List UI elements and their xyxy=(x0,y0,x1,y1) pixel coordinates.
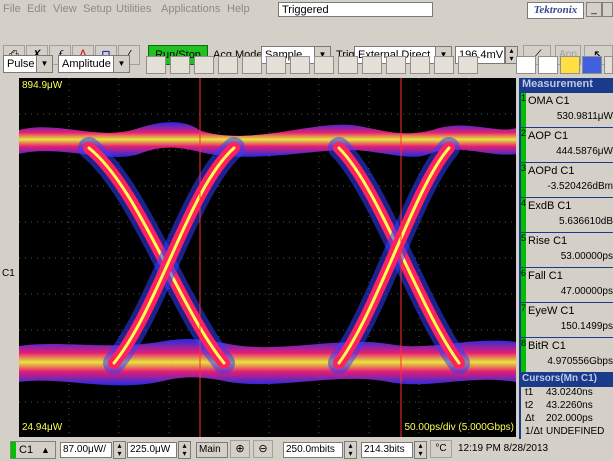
arrow-up-icon: ▲ xyxy=(41,445,50,455)
temperature-icon: °C xyxy=(430,440,452,458)
chevron-down-icon: ▼ xyxy=(113,56,129,72)
measure-undershoot-icon[interactable] xyxy=(410,56,430,74)
measure-fall-icon[interactable] xyxy=(362,56,382,74)
zoom-out-icon[interactable]: ⊖ xyxy=(253,440,273,458)
right-crossing xyxy=(328,137,470,374)
pulse-select[interactable]: Pulse ▼ xyxy=(3,55,53,73)
measurement-item[interactable]: 1 OMA C1 530.9811μW xyxy=(521,93,613,127)
menu-utilities[interactable]: Utilities xyxy=(116,3,152,15)
brand-logo: Tektronix xyxy=(527,2,584,19)
minimize-button[interactable]: _ xyxy=(586,2,602,17)
menu-edit[interactable]: Edit xyxy=(27,3,46,15)
record-length-spinner[interactable]: ▴ ▾ xyxy=(344,441,357,459)
measure-mean-icon[interactable] xyxy=(266,56,286,74)
measurement-item[interactable]: 8 BitR C1 4.970556Gbps xyxy=(521,338,613,372)
measure-rms-icon[interactable] xyxy=(314,56,334,74)
menu-applications[interactable]: Applications xyxy=(161,3,221,15)
toolbar-measurements: Pulse ▼ Amplitude ▼ xyxy=(0,52,613,76)
position-field[interactable]: 214.3bits xyxy=(361,442,413,458)
measurement-item[interactable]: 2 AOP C1 444.5876μW xyxy=(521,128,613,162)
chevron-down-icon: ▼ xyxy=(36,56,52,72)
measure-rise-icon[interactable] xyxy=(338,56,358,74)
top-power-label: 894.9μW xyxy=(22,80,63,91)
measure-overshoot-icon[interactable] xyxy=(386,56,406,74)
amplitude-select[interactable]: Amplitude ▼ xyxy=(58,55,130,73)
scope-display[interactable]: 894.9μW 24.94μW 50.00ps/div (5.000Gbps) xyxy=(19,78,516,437)
position-spinner[interactable]: ▴ ▾ xyxy=(414,441,427,459)
measure-cycle-icon[interactable] xyxy=(290,56,310,74)
menu-file[interactable]: File xyxy=(3,3,21,15)
cursor-header: Cursors(Mn C1) xyxy=(522,373,598,384)
measurement-header: Measurement xyxy=(522,78,593,90)
vertical-scale-spinner[interactable]: ▴ ▾ xyxy=(113,441,126,459)
measure-high-icon[interactable] xyxy=(170,56,190,74)
vertical-scale-field[interactable]: 87.00μW/ xyxy=(60,442,112,458)
offset-field[interactable]: 225.0μW xyxy=(127,442,177,458)
timebase-label: 50.00ps/div (5.000Gbps) xyxy=(404,422,514,433)
eye-display-icon[interactable] xyxy=(560,56,580,74)
record-length-field[interactable]: 250.0mbits xyxy=(283,442,343,458)
close-button[interactable] xyxy=(602,2,613,17)
measure-low-icon[interactable] xyxy=(194,56,214,74)
cursor-panel: Cursors(Mn C1) t1 43.0240ns t2 43.2260ns… xyxy=(519,373,613,439)
waveform-display-icon[interactable] xyxy=(538,56,558,74)
layout-single-icon[interactable] xyxy=(516,56,536,74)
measurement-item[interactable]: 5 Rise C1 53.00000ps xyxy=(521,233,613,267)
bottom-power-label: 24.94μW xyxy=(22,422,63,433)
measure-period-icon[interactable] xyxy=(458,56,478,74)
menu-setup[interactable]: Setup xyxy=(83,3,112,15)
eye-diagram xyxy=(19,78,516,437)
measure-mid-icon[interactable] xyxy=(242,56,262,74)
offset-spinner[interactable]: ▴ ▾ xyxy=(178,441,191,459)
menu-view[interactable]: View xyxy=(53,3,77,15)
trigger-status: Triggered xyxy=(278,2,433,17)
measurement-item[interactable]: 3 AOPd C1 -3.520426dBm xyxy=(521,163,613,197)
measure-pulse-icon[interactable] xyxy=(146,56,166,74)
trig-level-spinner[interactable]: ▴ ▾ xyxy=(505,46,518,64)
measurement-item[interactable]: 7 EyeW C1 150.1499ps xyxy=(521,303,613,337)
more-icon[interactable] xyxy=(604,56,613,74)
menu-help[interactable]: Help xyxy=(227,3,250,15)
measurement-item[interactable]: 4 ExdB C1 5.636610dB xyxy=(521,198,613,232)
measure-amp-icon[interactable] xyxy=(218,56,238,74)
left-crossing xyxy=(78,137,245,374)
histogram-display-icon[interactable] xyxy=(582,56,602,74)
channel-marker[interactable]: C1 xyxy=(2,268,15,279)
menu-bar: File Edit View Setup Utilities Applicati… xyxy=(0,0,613,20)
cursor-readout: t1 43.0240ns t2 43.2260ns Δt 202.000ps 1… xyxy=(521,387,613,439)
toolbar-main: ⎙ ✗ f ⋀ ⊓ ⁄ Run/Stop Acq Mode Sample ▼ T… xyxy=(0,20,613,65)
zoom-in-icon[interactable]: ⊕ xyxy=(230,440,250,458)
measurement-item[interactable]: 6 Fall C1 47.00000ps xyxy=(521,268,613,302)
clock: 12:19 PM 8/28/2013 xyxy=(456,442,613,458)
measure-width-icon[interactable] xyxy=(434,56,454,74)
bottom-rail-band xyxy=(19,338,516,386)
channel-button[interactable]: C1 ▲ xyxy=(10,441,56,459)
main-button[interactable]: Main xyxy=(196,442,228,458)
top-rail-band xyxy=(19,122,516,157)
